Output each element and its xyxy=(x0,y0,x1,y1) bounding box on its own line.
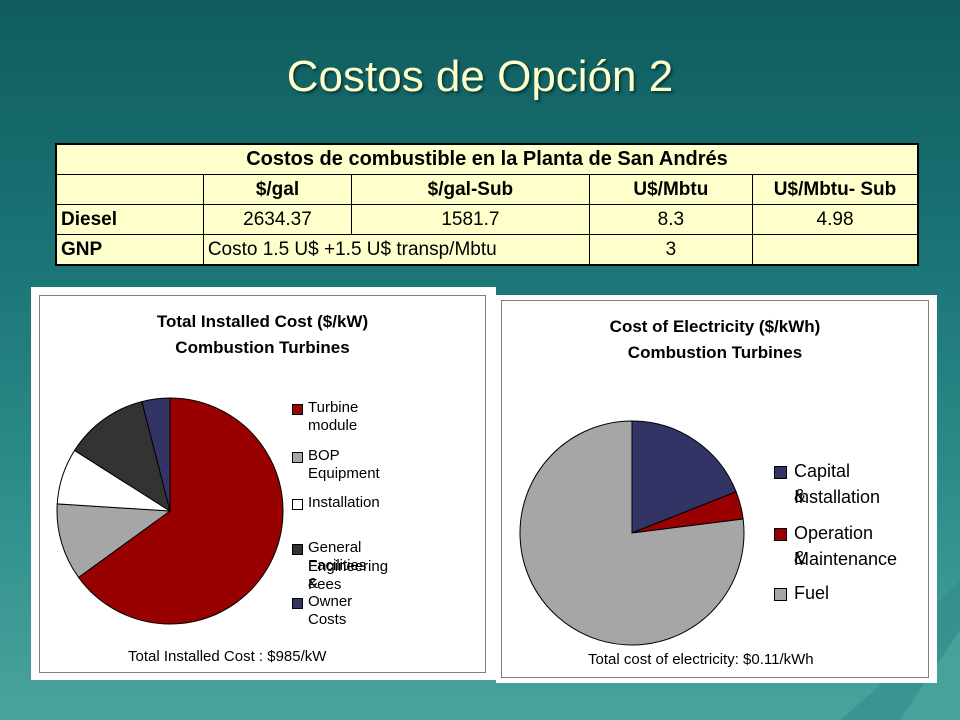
table-cell: 1581.7 xyxy=(351,204,590,235)
pie-slice-turbine-module xyxy=(77,397,284,625)
chart-frame: Total Installed Cost ($/kW) Combustion T… xyxy=(39,295,486,673)
legend-swatch xyxy=(292,544,303,555)
electricity-cost-chart-panel: Cost of Electricity ($/kWh) Combustion T… xyxy=(496,295,937,683)
table-cell: 4.98 xyxy=(752,204,919,235)
row-label: GNP xyxy=(55,234,204,266)
table-row: GNP Costo 1.5 U$ +1.5 U$ transp/Mbtu 3 xyxy=(55,234,919,266)
table-cell xyxy=(752,234,919,266)
legend-swatch xyxy=(292,404,303,415)
pie-slice-general-facilities-engineering-fees xyxy=(73,400,171,513)
table-cell-merged: Costo 1.5 U$ +1.5 U$ transp/Mbtu xyxy=(202,234,590,266)
installed-cost-chart-panel: Total Installed Cost ($/kW) Combustion T… xyxy=(31,287,496,680)
slide-title: Costos de Opción 2 xyxy=(286,52,674,101)
legend-label: General Facilities & xyxy=(308,539,367,592)
table-row: Diesel 2634.37 1581.7 8.3 4.98 xyxy=(55,204,919,235)
legend-swatch xyxy=(292,598,303,609)
legend-label: Maintenance xyxy=(794,549,898,569)
legend-label: Owner Costs xyxy=(308,593,353,628)
legend-label: Turbine module xyxy=(308,399,359,434)
table-header-cell xyxy=(55,174,204,205)
legend-swatch xyxy=(774,466,787,479)
pie-slice-owner-costs xyxy=(141,397,171,512)
table-header-cell: $/gal-Sub xyxy=(351,174,590,205)
legend-label: Fuel xyxy=(794,583,830,603)
pie-slice-capital-installation xyxy=(631,420,737,534)
chart-frame: Cost of Electricity ($/kWh) Combustion T… xyxy=(501,300,929,678)
legend-label: Capital & xyxy=(794,461,851,506)
table-header-cell: U$/Mbtu xyxy=(588,174,754,205)
pie-slice-bop-equipment xyxy=(56,503,172,579)
legend-label: Engineering Fees xyxy=(308,558,389,593)
table-header-cell: U$/Mbtu- Sub xyxy=(752,174,919,205)
legend-swatch xyxy=(292,499,303,510)
legend-label: Operation & xyxy=(794,523,874,568)
fuel-cost-table: Costos de combustible en la Planta de Sa… xyxy=(55,143,919,266)
chart-subtitle: Combustion Turbines xyxy=(627,343,803,362)
row-label: Diesel xyxy=(55,204,204,235)
electricity-cost-pie xyxy=(519,420,745,646)
legend-label: Installation xyxy=(308,494,380,511)
table-header-row: $/gal $/gal-Sub U$/Mbtu U$/Mbtu- Sub xyxy=(55,174,919,205)
installed-cost-pie xyxy=(56,397,284,625)
table-header-cell: $/gal xyxy=(202,174,353,205)
table-caption: Costos de combustible en la Planta de Sa… xyxy=(55,143,919,175)
legend-label: BOP Equipment xyxy=(308,447,380,482)
legend-swatch xyxy=(774,528,787,541)
table-cell: 8.3 xyxy=(588,204,754,235)
legend-swatch xyxy=(774,588,787,601)
table-cell: 3 xyxy=(588,234,754,266)
pie-slice-fuel xyxy=(519,420,745,646)
chart-subtitle: Combustion Turbines xyxy=(175,338,350,357)
legend-label: Installation xyxy=(794,487,881,507)
chart-title: Total Installed Cost ($/kW) xyxy=(156,312,369,331)
legend-swatch xyxy=(292,452,303,463)
chart-footnote: Total cost of electricity: $0.11/kWh xyxy=(588,651,814,668)
chart-title: Cost of Electricity ($/kWh) xyxy=(609,317,821,336)
table-cell: 2634.37 xyxy=(202,204,353,235)
chart-footnote: Total Installed Cost : $985/kW xyxy=(128,648,327,665)
